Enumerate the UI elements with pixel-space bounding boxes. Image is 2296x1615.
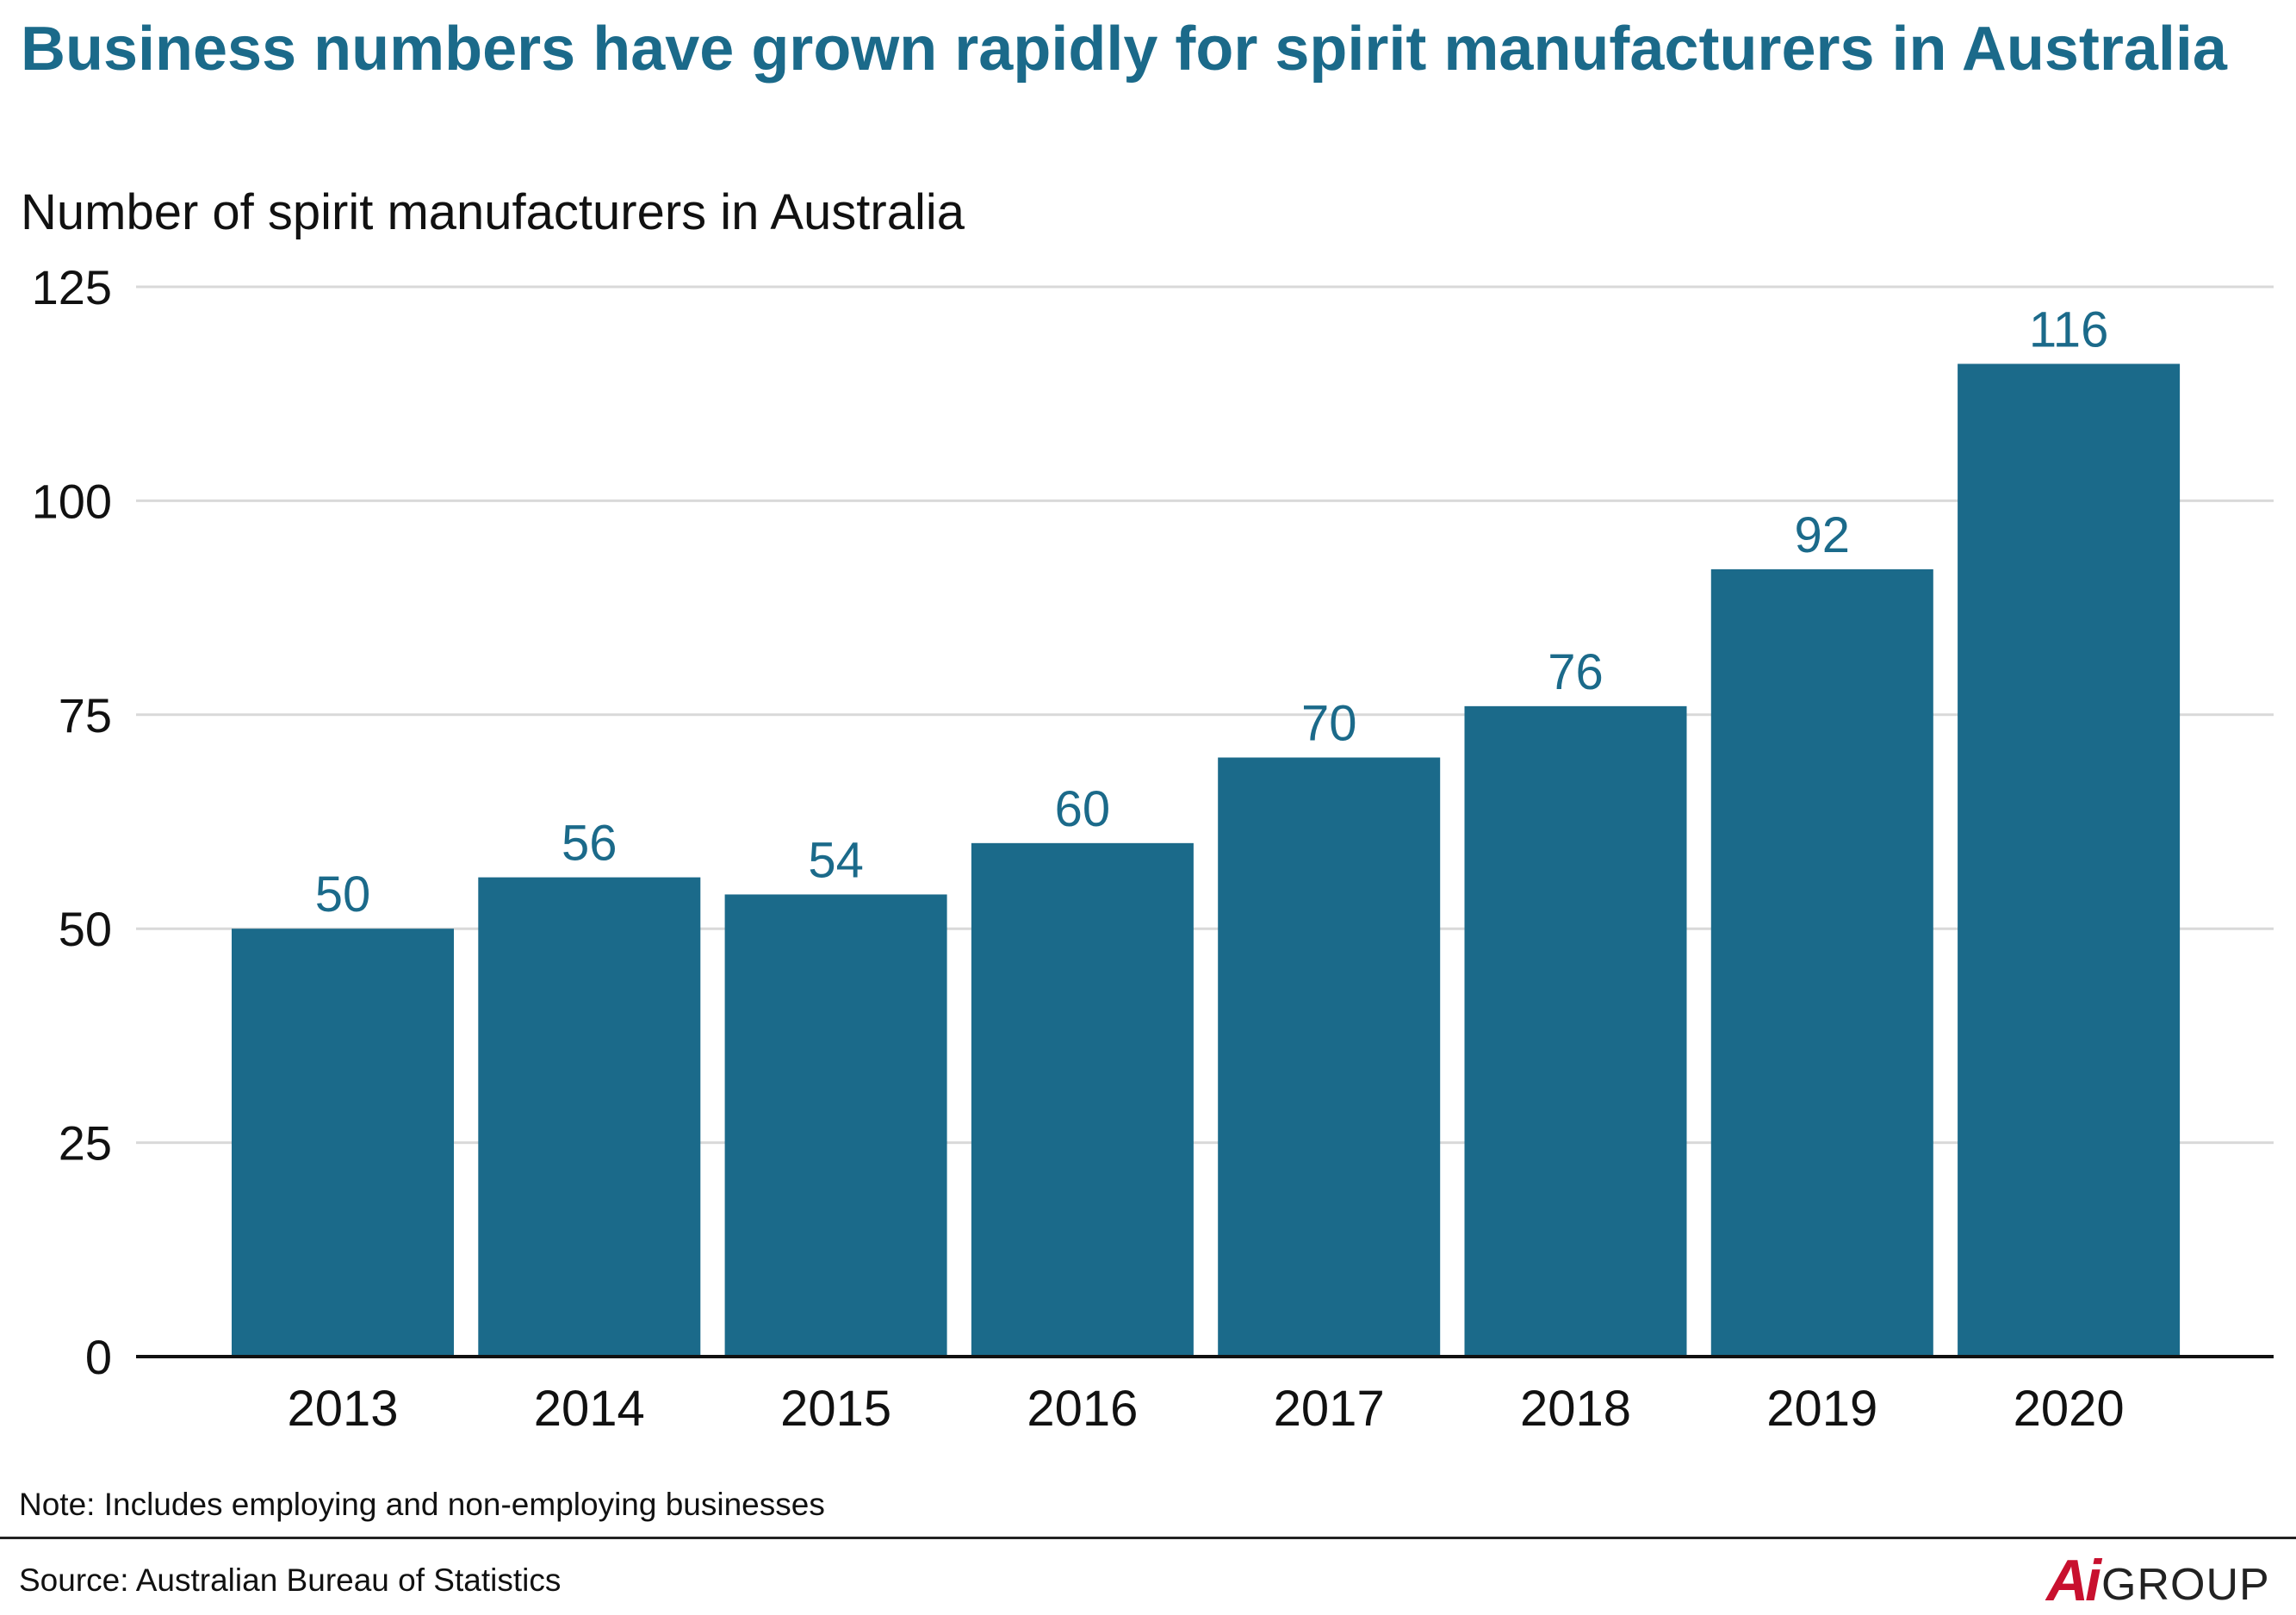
chart-title: Business numbers have grown rapidly for … <box>21 15 2227 84</box>
logo-word: GROUP <box>2101 1560 2270 1610</box>
bar-2014 <box>478 877 701 1357</box>
chart-source: Source: Australian Bureau of Statistics <box>19 1562 562 1598</box>
y-tick-label: 100 <box>32 474 112 528</box>
data-label-2014: 56 <box>562 816 617 872</box>
y-tick-label: 75 <box>59 688 112 742</box>
x-tick-label-2020: 2020 <box>2014 1381 2125 1437</box>
data-labels: 50 56 54 60 70 76 92 116 <box>315 301 2109 922</box>
x-tick-label-2017: 2017 <box>1274 1381 1385 1437</box>
y-axis-ticks: 0 25 50 75 100 125 <box>32 260 112 1384</box>
data-label-2015: 54 <box>808 832 864 888</box>
footer-divider <box>0 1537 2296 1539</box>
x-tick-label-2016: 2016 <box>1027 1381 1138 1437</box>
y-tick-label: 25 <box>59 1116 112 1171</box>
data-label-2020: 116 <box>2029 301 2108 357</box>
x-tick-label-2013: 2013 <box>287 1381 398 1437</box>
bar-chart: 0 25 50 75 100 125 50 56 54 60 70 76 92 116 2013 2014… <box>32 260 2274 1437</box>
data-label-2017: 70 <box>1301 695 1357 751</box>
bar-2020 <box>1958 363 2181 1357</box>
bar-2019 <box>1710 568 1933 1357</box>
bar-2018 <box>1464 705 1687 1357</box>
x-tick-label-2019: 2019 <box>1766 1381 1877 1437</box>
gridlines <box>136 285 2274 1145</box>
logo-mark: Ai <box>2046 1548 2101 1613</box>
x-tick-label-2014: 2014 <box>534 1381 645 1437</box>
data-label-2013: 50 <box>315 867 371 922</box>
x-axis-ticks: 2013 2014 2015 2016 2017 2018 2019 2020 <box>287 1381 2124 1437</box>
y-tick-label: 50 <box>59 902 112 956</box>
y-tick-label: 0 <box>85 1330 112 1384</box>
bar-2016 <box>971 842 1194 1357</box>
y-tick-label: 125 <box>32 260 112 314</box>
aigroup-logo: Ai GROUP <box>2046 1550 2270 1611</box>
data-label-2018: 76 <box>1548 644 1604 700</box>
bar-2017 <box>1218 757 1441 1357</box>
bars <box>232 363 2181 1357</box>
data-label-2019: 92 <box>1795 507 1851 563</box>
chart-subtitle: Number of spirit manufacturers in Austra… <box>21 184 965 240</box>
bar-2013 <box>232 929 454 1357</box>
x-tick-label-2015: 2015 <box>780 1381 891 1437</box>
chart-note: Note: Includes employing and non-employi… <box>19 1487 825 1522</box>
data-label-2016: 60 <box>1055 781 1111 837</box>
x-tick-label-2018: 2018 <box>1520 1381 1631 1437</box>
bar-2015 <box>724 894 947 1357</box>
